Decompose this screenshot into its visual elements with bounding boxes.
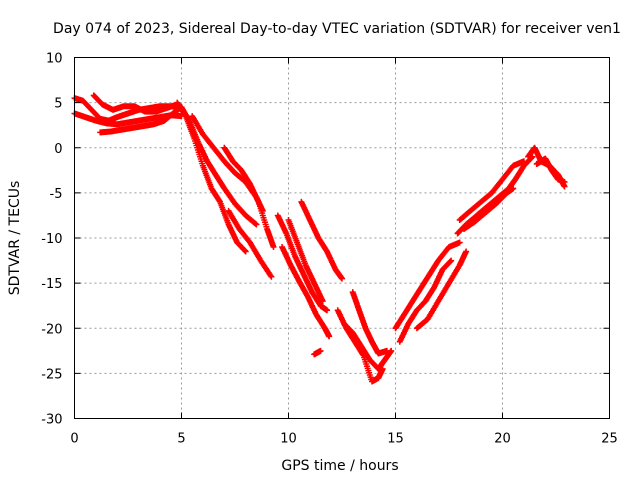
series-arc-19 xyxy=(392,239,463,332)
x-tick-label: 5 xyxy=(177,432,185,447)
series-arc-18 xyxy=(396,257,455,345)
series-arc-11 xyxy=(279,244,333,340)
x-tick-label: 10 xyxy=(280,432,297,447)
series-arc-21 xyxy=(454,153,536,237)
series-arc-22 xyxy=(456,158,527,223)
series-arc-17 xyxy=(349,289,390,357)
data-point-markers xyxy=(279,244,333,340)
series-arc-6 xyxy=(178,104,260,228)
data-point-markers xyxy=(285,216,326,305)
series-arc-12 xyxy=(285,216,326,305)
y-tick-label: -30 xyxy=(41,413,62,428)
series-arc-8 xyxy=(221,144,277,251)
chart-title: Day 074 of 2023, Sidereal Day-to-day VTE… xyxy=(53,21,621,37)
series-arc-25 xyxy=(533,155,568,186)
series-arc-14 xyxy=(311,347,324,358)
x-tick-label: 20 xyxy=(494,432,511,447)
data-point-markers xyxy=(454,153,536,237)
data-point-markers xyxy=(274,212,331,314)
data-point-markers xyxy=(456,158,527,223)
data-point-markers xyxy=(460,185,517,232)
data-point-markers xyxy=(413,248,470,332)
data-point-markers xyxy=(178,104,260,228)
y-tick-label: 10 xyxy=(46,52,63,67)
x-axis-label: GPS time / hours xyxy=(281,458,398,474)
data-point-markers xyxy=(311,347,324,358)
y-tick-label: 5 xyxy=(54,97,62,112)
data-point-markers xyxy=(97,104,185,136)
series-arc-4 xyxy=(97,104,185,136)
y-tick-label: -5 xyxy=(50,187,63,202)
y-tick-label: -25 xyxy=(41,367,62,382)
series-arc-23 xyxy=(460,185,517,232)
plot-frame xyxy=(74,57,610,419)
grid-lines xyxy=(74,57,610,419)
series-arc-9 xyxy=(225,207,275,280)
y-tick-label: -15 xyxy=(41,277,62,292)
data-point-markers xyxy=(349,289,390,357)
y-tick-label: -10 xyxy=(41,232,62,247)
data-series xyxy=(71,92,568,385)
data-point-markers xyxy=(298,198,345,282)
data-point-markers xyxy=(90,92,181,115)
data-point-markers xyxy=(396,257,455,345)
x-tick-label: 25 xyxy=(601,432,618,447)
x-tick-label: 15 xyxy=(387,432,404,447)
series-arc-10 xyxy=(274,212,331,314)
data-point-markers xyxy=(225,207,275,280)
series-arc-3 xyxy=(90,92,181,115)
data-point-markers xyxy=(341,320,395,372)
data-point-markers xyxy=(392,239,463,332)
data-point-markers xyxy=(533,155,568,186)
series-arc-13 xyxy=(298,198,345,282)
data-point-markers xyxy=(221,144,277,251)
y-axis-label: SDTVAR / TECUs xyxy=(7,181,23,296)
y-tick-label: -20 xyxy=(41,322,62,337)
axis-ticks: 0 5 10 15 20 25 10 5 0 -5 -10 -15 -20 -25 -30 xyxy=(41,52,618,447)
series-arc-20 xyxy=(413,248,470,332)
y-tick-label: 0 xyxy=(54,142,62,157)
x-tick-label: 0 xyxy=(70,432,78,447)
series-arc-16 xyxy=(341,320,395,372)
